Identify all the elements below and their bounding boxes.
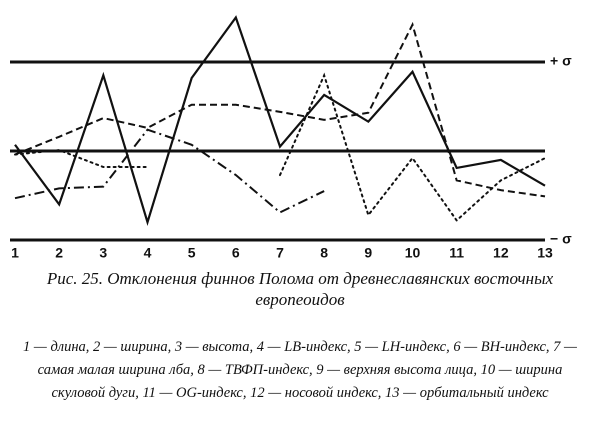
y-tick-label: + σ [550,53,572,69]
y-tick-label: − σ [550,231,572,247]
x-tick-label: 10 [405,245,421,261]
chart: + σ− σ1 2 3 4 5 6 7 8 9 10 11 12 13 [10,15,572,261]
x-tick-label: 12 [493,245,509,261]
x-tick-label: 7 [276,245,284,261]
x-tick-label: 4 [144,245,152,261]
series-line [279,72,546,222]
x-tick-label: 8 [320,245,328,261]
series-line [14,149,149,169]
series-line [14,128,325,214]
series-line [14,21,546,198]
x-tick-label: 13 [537,245,553,261]
x-tick-label: 3 [99,245,107,261]
caption: Рис. 25. Отклонения финнов Полома от дре… [46,269,554,309]
note: 1 — длина, 2 — ширина, 3 — высота, 4 — L… [23,339,577,401]
x-tick-label: 6 [232,245,240,261]
x-tick-label: 2 [55,245,63,261]
x-tick-label: 1 [11,245,19,261]
x-tick-label: 9 [364,245,372,261]
x-tick-label: 11 [449,245,464,261]
x-tick-label: 5 [188,245,196,261]
series-line [14,15,546,226]
